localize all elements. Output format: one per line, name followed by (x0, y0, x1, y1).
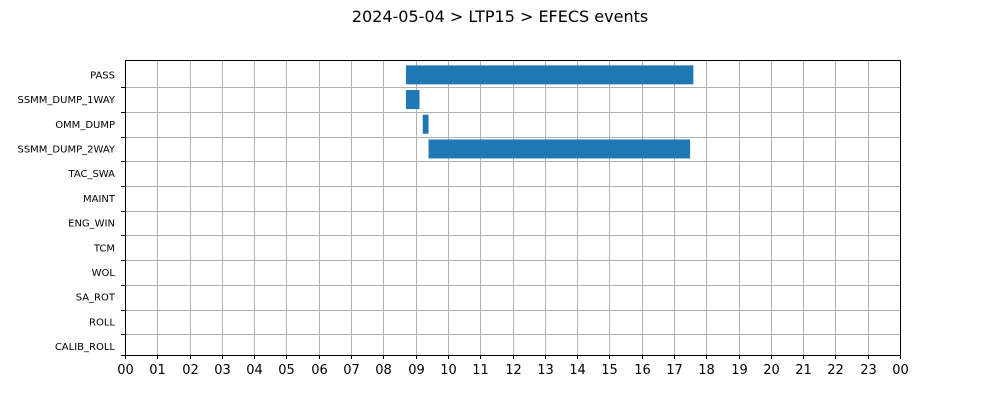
plot-frame (125, 60, 901, 356)
x-tick-label: 12 (505, 363, 522, 378)
chart-title: 2024-05-04 > LTP15 > EFECS events (352, 7, 648, 26)
x-tick-label: 22 (827, 363, 844, 378)
y-axis: PASS SSMM_DUMP_1WAY OMM_DUMP SSMM_DUMP_2WAY… (17, 70, 125, 356)
y-tick-label: TAC_SWA (67, 169, 115, 180)
y-tick-label: ENG_WIN (68, 219, 115, 230)
y-tick-label: MAINT (83, 194, 116, 205)
y-tick-label: WOL (92, 268, 116, 279)
x-tick-label: 06 (311, 363, 328, 378)
x-tick-label: 00 (892, 363, 909, 378)
x-tick-label: 08 (375, 363, 392, 378)
grid-layer (125, 60, 901, 355)
x-tick-label: 02 (182, 363, 199, 378)
x-tick-label: 23 (860, 363, 877, 378)
event-bar-pass (405, 65, 694, 85)
y-tick-label: PASS (90, 70, 115, 81)
y-tick-label: OMM_DUMP (55, 120, 115, 131)
x-tick-label: 19 (731, 363, 748, 378)
x-tick-label: 14 (569, 363, 586, 378)
y-tick-label: ROLL (89, 317, 115, 328)
x-tick-label: 05 (278, 363, 295, 378)
event-bar-ssmm-dump-1way (405, 90, 420, 110)
event-bar-ssmm-dump-2way (428, 139, 691, 159)
y-tick-label: CALIB_ROLL (55, 342, 116, 353)
x-tick-label: 03 (214, 363, 231, 378)
x-tick-label: 18 (698, 363, 715, 378)
x-tick-label: 00 (117, 363, 134, 378)
x-tick-label: 20 (763, 363, 780, 378)
x-tick-label: 07 (343, 363, 360, 378)
x-tick-label: 10 (440, 363, 457, 378)
bars (405, 65, 694, 159)
x-tick-label: 21 (795, 363, 812, 378)
y-tick-label: TCM (93, 243, 115, 254)
event-bar-omm-dump (422, 114, 429, 134)
x-tick-label: 15 (601, 363, 618, 378)
y-tick-label: SSMM_DUMP_2WAY (17, 144, 115, 155)
x-tick-label: 01 (149, 363, 166, 378)
x-tick-label: 09 (408, 363, 425, 378)
x-tick-label: 13 (537, 363, 554, 378)
y-tick-label: SA_ROT (76, 293, 116, 304)
y-tick-label: SSMM_DUMP_1WAY (17, 95, 115, 106)
x-tick-label: 04 (246, 363, 263, 378)
x-tick-label: 11 (472, 363, 489, 378)
x-tick-label: 17 (666, 363, 683, 378)
x-axis: 00 01 02 03 04 05 06 07 08 09 10 11 12 13 14 15 16 17 18 19… (117, 355, 909, 378)
x-tick-label: 16 (634, 363, 651, 378)
